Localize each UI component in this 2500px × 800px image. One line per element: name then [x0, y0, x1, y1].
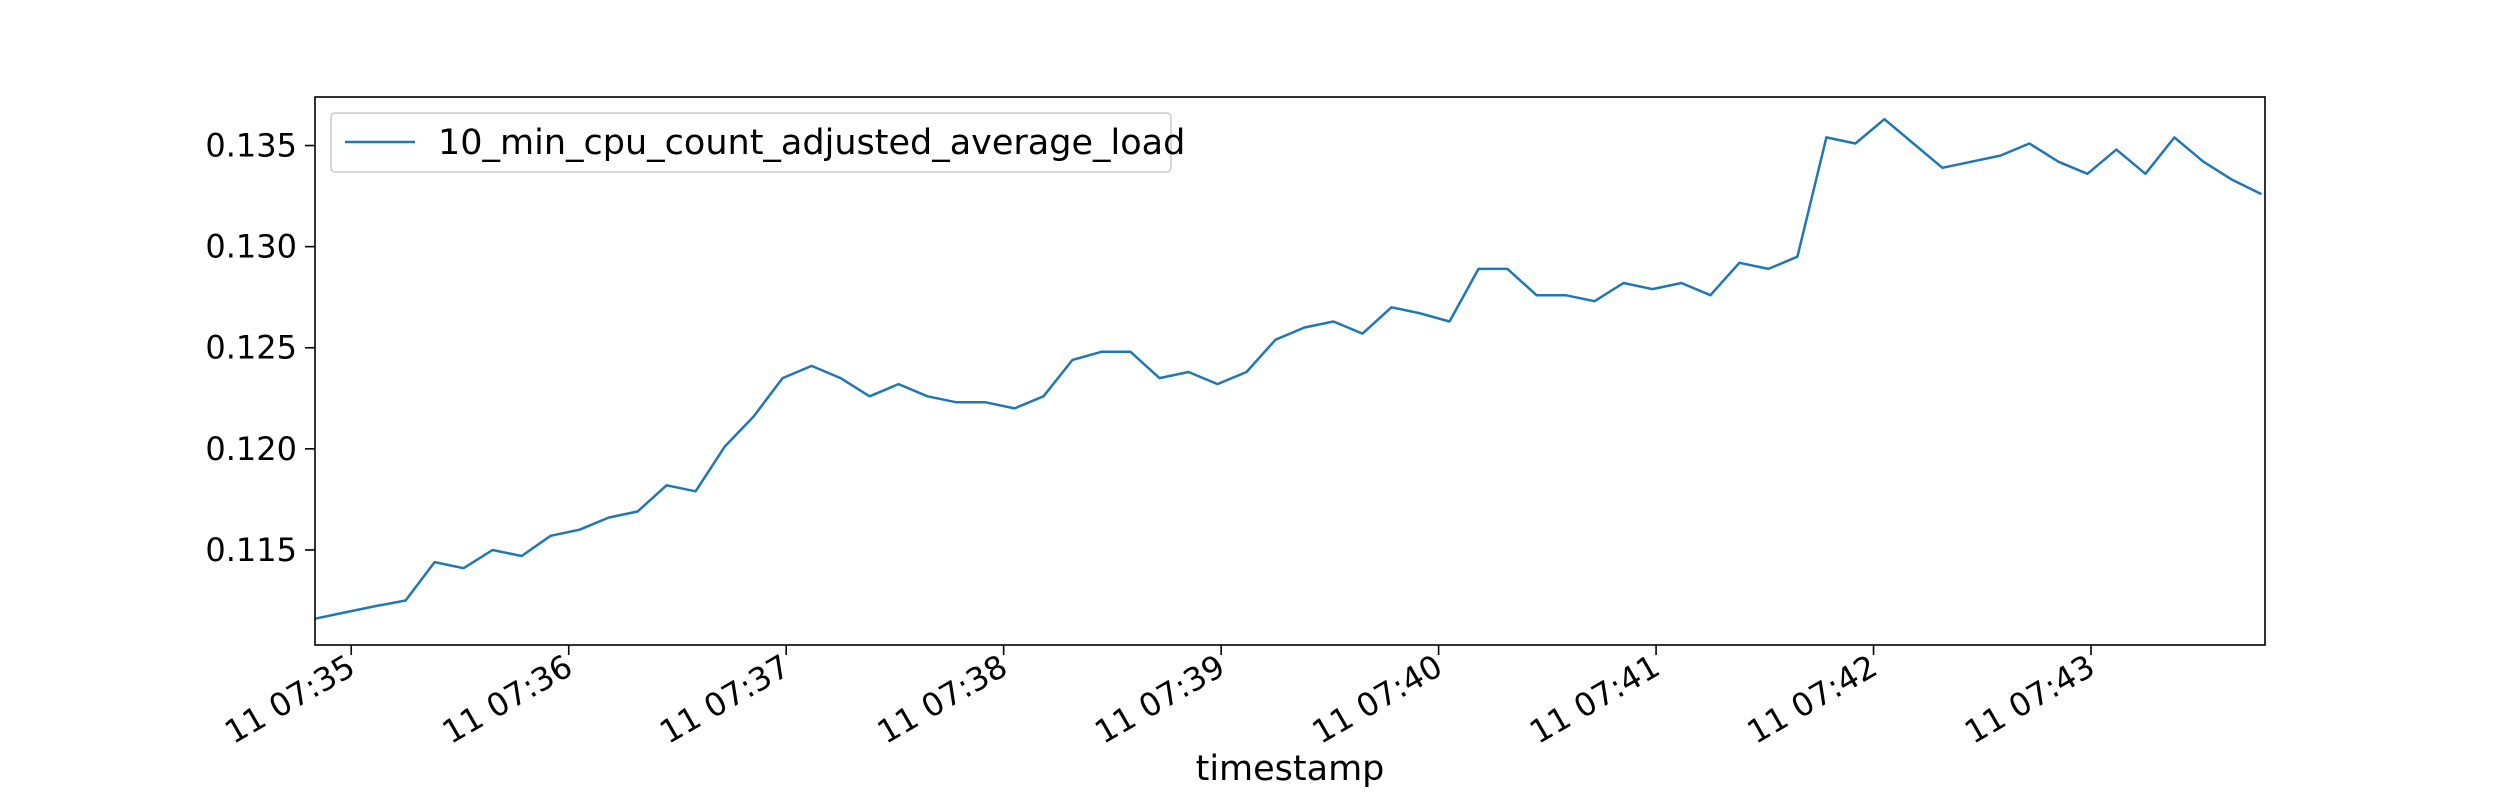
- x-tick-label: 11 07:40: [1306, 647, 1449, 751]
- x-tick-label: 11 07:38: [871, 647, 1014, 751]
- x-tick-label: 11 07:41: [1523, 647, 1666, 751]
- x-tick-label: 11 07:42: [1741, 647, 1884, 751]
- x-tick-label: 11 07:39: [1088, 647, 1231, 751]
- x-tick-label: 11 07:43: [1958, 647, 2101, 751]
- plot-frame: [314, 96, 2266, 646]
- y-tick-label: 0.115: [205, 531, 297, 569]
- y-tick-label: 0.135: [205, 127, 297, 165]
- y-tick-label: 0.120: [205, 430, 297, 468]
- x-tick-label: 11 07:35: [218, 647, 361, 751]
- x-axis-label: timestamp: [1196, 749, 1385, 789]
- legend: 10_min_cpu_count_adjusted_average_load: [330, 112, 1185, 173]
- y-tick-label: 0.130: [205, 228, 297, 266]
- x-tick-label: 11 07:36: [436, 647, 579, 751]
- series-layer: [314, 117, 2262, 620]
- plot-background: [315, 97, 2265, 645]
- series-line: [314, 117, 2262, 620]
- x-axis: 11 07:35 11 07:36 11 07:37 11 07:38 11 07:39…: [218, 645, 2101, 751]
- legend-box: [330, 112, 1172, 173]
- x-tick-label: 11 07:37: [653, 647, 796, 751]
- y-tick-label: 0.125: [205, 329, 297, 367]
- y-axis: 0.115 0.120 0.125 0.130 0.135: [205, 127, 315, 569]
- legend-entry-label: 10_min_cpu_count_adjusted_average_load: [438, 123, 1185, 163]
